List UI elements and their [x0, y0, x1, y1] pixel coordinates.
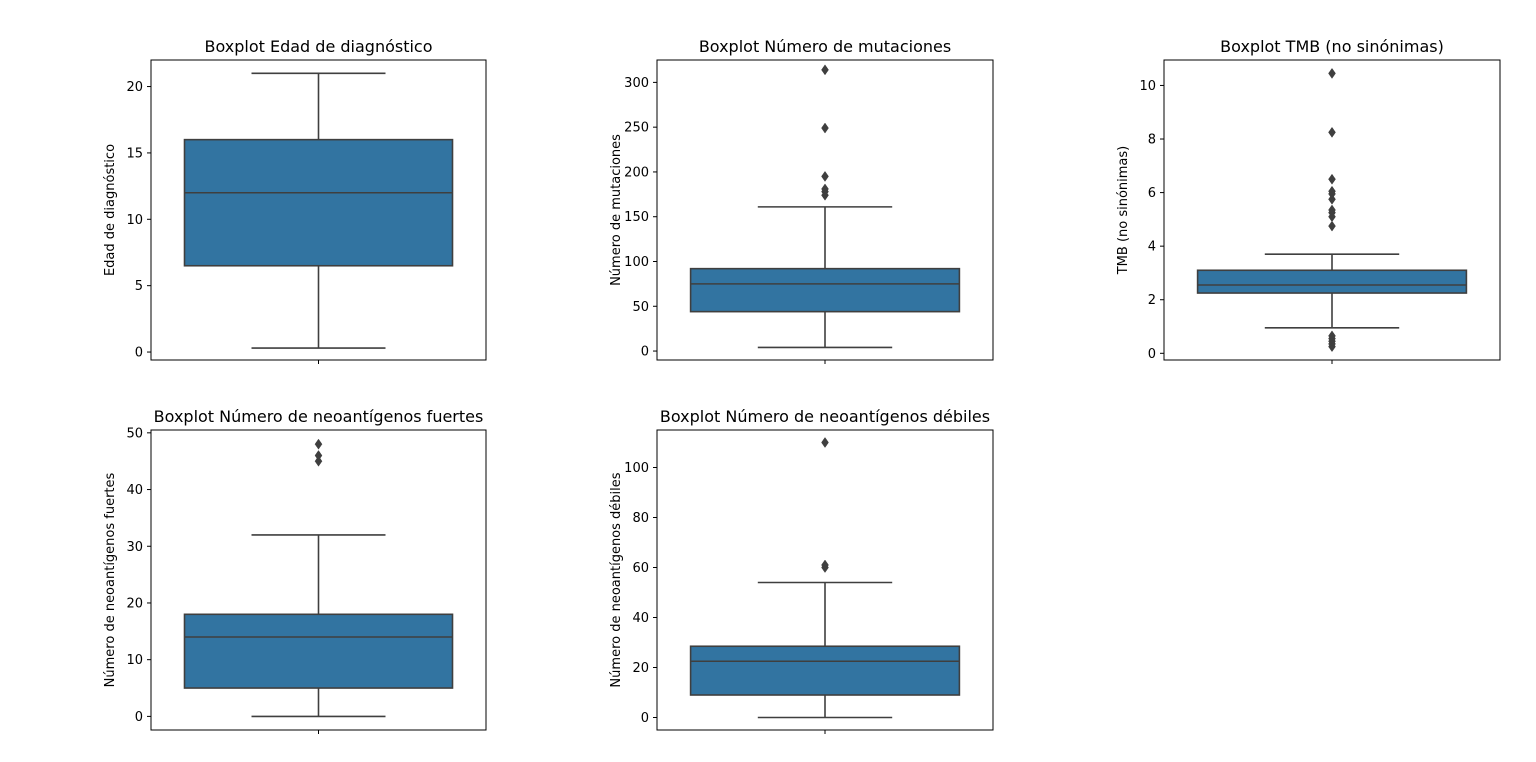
y-tick-label: 2	[1148, 293, 1156, 308]
outlier-point	[821, 122, 829, 134]
iqr-box	[183, 613, 454, 689]
y-tick-label: 100	[624, 255, 649, 270]
y-axis-label: Número de neoantígenos fuertes	[103, 472, 118, 687]
outlier-point	[821, 64, 829, 76]
outlier-point	[1328, 173, 1336, 185]
chart-panel-3: 0 2 4 6 8 10 Boxplot TMB (no sinónimas) TMB (no…	[1116, 37, 1501, 364]
y-tick-label: 20	[126, 596, 143, 611]
y-tick-label: 300	[624, 76, 649, 91]
y-tick-label: 40	[126, 483, 143, 498]
y-tick-label: 6	[1148, 186, 1156, 201]
outlier-point	[1328, 330, 1336, 342]
iqr-box	[1196, 269, 1468, 294]
y-tick-label: 150	[624, 210, 649, 225]
outlier-point	[314, 438, 323, 450]
outlier-point	[314, 450, 323, 461]
y-tick-label: 0	[641, 711, 649, 726]
outlier-point	[1328, 220, 1336, 232]
outlier-point	[821, 437, 829, 448]
y-axis-label: Edad de diagnóstico	[103, 144, 118, 276]
outlier-point	[314, 455, 323, 467]
y-tick-label: 30	[126, 540, 143, 555]
y-tick-label: 0	[1148, 347, 1156, 362]
outlier-point	[1328, 185, 1336, 197]
y-tick-label: 50	[126, 426, 143, 441]
y-tick-label: 10	[126, 213, 143, 228]
outlier-point	[821, 559, 829, 571]
y-tick-label: 40	[632, 611, 649, 626]
chart-title: Boxplot TMB (no sinónimas)	[1220, 37, 1444, 56]
y-tick-label: 250	[624, 121, 649, 136]
outlier-point	[1328, 67, 1336, 79]
chart-panel-1: 0 5 10 15 20 Boxplot Edad de diagnóstico Edad …	[103, 37, 487, 364]
y-tick-label: 0	[135, 346, 143, 361]
chart-panel-5: 0 20 40 60 80 100 Boxplot Número de neoantígen…	[609, 407, 994, 734]
outlier-point	[821, 170, 829, 182]
y-tick-label: 60	[632, 561, 649, 576]
iqr-box	[183, 138, 454, 267]
outlier-point	[821, 183, 829, 195]
iqr-box	[689, 645, 961, 696]
iqr-box	[689, 267, 961, 313]
y-tick-label: 5	[135, 279, 143, 294]
y-tick-label: 20	[632, 661, 649, 676]
outlier-point	[1328, 126, 1336, 138]
y-axis-label: Número de mutaciones	[609, 134, 624, 286]
y-tick-label: 100	[624, 461, 649, 476]
y-axis-label: TMB (no sinónimas)	[1116, 146, 1131, 276]
chart-panel-2: 0 50 100 150 200 250 300 Boxplot Número de muta…	[609, 37, 994, 364]
y-tick-label: 20	[126, 80, 143, 95]
y-tick-label: 10	[1139, 79, 1156, 94]
chart-title: Boxplot Edad de diagnóstico	[204, 37, 432, 56]
chart-panel-4: 0 10 20 30 40 50 Boxplot Número de neoantígeno…	[103, 407, 487, 734]
y-tick-label: 50	[632, 300, 649, 315]
chart-title: Boxplot Número de neoantígenos débiles	[660, 407, 990, 426]
y-tick-label: 0	[641, 345, 649, 360]
y-tick-label: 0	[135, 710, 143, 725]
y-tick-label: 80	[632, 511, 649, 526]
y-axis-label: Número de neoantígenos débiles	[609, 472, 624, 687]
y-tick-label: 10	[126, 653, 143, 668]
y-tick-label: 200	[624, 165, 649, 180]
outlier-point	[1328, 204, 1336, 216]
y-tick-label: 8	[1148, 133, 1156, 148]
y-tick-label: 4	[1148, 240, 1156, 255]
y-tick-label: 15	[126, 146, 143, 161]
chart-title: Boxplot Número de mutaciones	[699, 37, 951, 56]
chart-title: Boxplot Número de neoantígenos fuertes	[154, 407, 484, 426]
